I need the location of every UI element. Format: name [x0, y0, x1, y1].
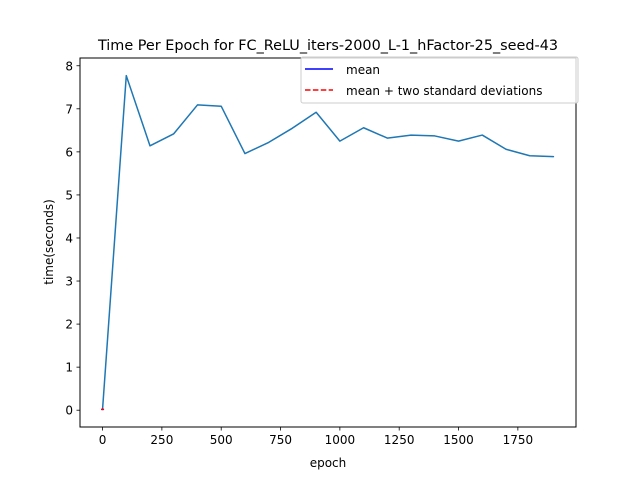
- x-tick-label: 1250: [384, 433, 415, 447]
- y-tick-label: 6: [65, 145, 73, 159]
- legend-box: [300, 56, 579, 104]
- plot-series: [101, 74, 555, 411]
- y-tick-label: 0: [65, 404, 73, 418]
- x-tick-label: 1750: [503, 433, 534, 447]
- x-tick-label: 250: [150, 433, 173, 447]
- y-tick-label: 8: [65, 59, 73, 73]
- chart-title: Time Per Epoch for FC_ReLU_iters-2000_L-…: [97, 38, 558, 54]
- x-tick-label: 0: [99, 433, 107, 447]
- x-tick-label: 1500: [443, 433, 474, 447]
- y-axis-label: time(seconds): [42, 199, 56, 285]
- legend: mean mean + two standard deviations: [300, 56, 579, 104]
- y-tick-label: 2: [65, 318, 73, 332]
- y-ticks: 0 1 2 3 4 5 6 7 8: [65, 59, 80, 418]
- x-tick-label: 500: [210, 433, 233, 447]
- x-tick-label: 750: [269, 433, 292, 447]
- y-tick-label: 5: [65, 188, 73, 202]
- x-tick-label: 1000: [325, 433, 356, 447]
- plot-frame: [79, 57, 577, 428]
- y-tick-label: 7: [65, 102, 73, 116]
- x-ticks: 0 250 500 750 1000 1250 1500 1750: [99, 427, 533, 447]
- legend-label-mean: mean: [346, 63, 380, 77]
- series-line-0: [101, 74, 555, 411]
- legend-label-mean-plus-two-std: mean + two standard deviations: [346, 84, 542, 98]
- y-tick-label: 3: [65, 275, 73, 289]
- y-tick-label: 1: [65, 361, 73, 375]
- x-axis-label: epoch: [310, 456, 347, 470]
- y-tick-label: 4: [65, 231, 73, 245]
